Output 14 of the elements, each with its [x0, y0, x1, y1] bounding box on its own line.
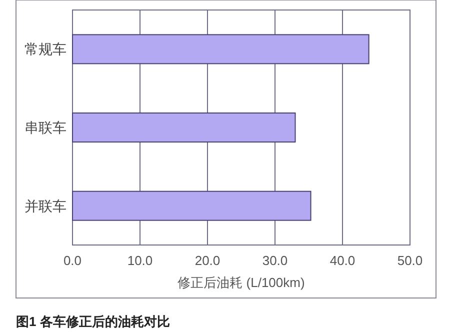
- x-tick-label: 40.0: [330, 253, 356, 268]
- y-tick-label: 串联车: [24, 120, 66, 136]
- x-tick-label: 0.0: [63, 253, 82, 268]
- y-tick-label: 并联车: [24, 198, 66, 214]
- bar: [72, 34, 370, 64]
- x-axis-title: 修正后油耗 (L/100km): [178, 275, 305, 290]
- bar: [72, 112, 296, 142]
- y-tick-label: 常规车: [24, 41, 66, 58]
- x-tick-label: 20.0: [194, 253, 220, 268]
- x-tick-label: 10.0: [127, 253, 153, 268]
- bar: [72, 190, 312, 221]
- caption: 图1 各车修正后的油耗对比: [16, 314, 170, 329]
- x-tick-label: 50.0: [397, 253, 423, 268]
- x-tick-label: 30.0: [262, 253, 288, 268]
